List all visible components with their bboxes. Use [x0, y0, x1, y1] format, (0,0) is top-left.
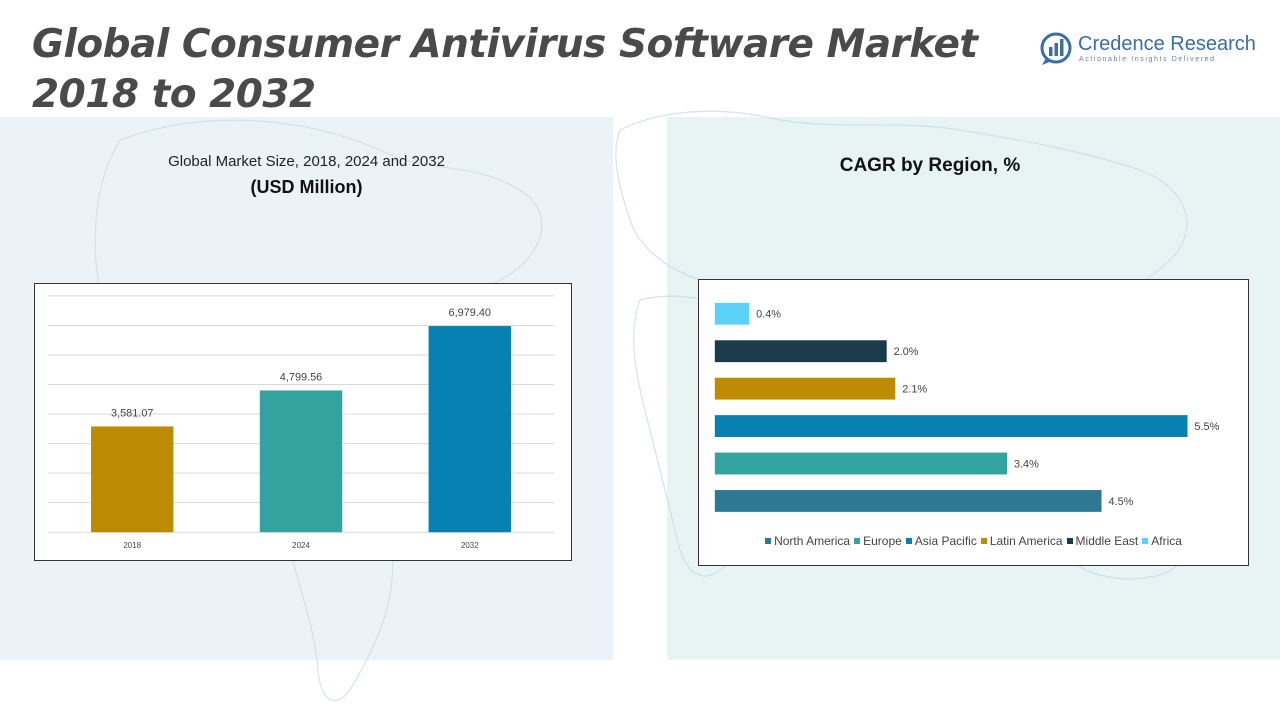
market-size-chart-svg: 3,581.07 2018 4,799.56 2024 6,979.40 2032 — [47, 295, 555, 550]
legend-item-asia-pacific: Asia Pacific — [905, 534, 977, 548]
bar-2018 — [91, 426, 174, 533]
legend-swatch-africa — [1142, 537, 1149, 544]
cagr-chart-svg: 0.4% 2.0% 2.1% 5.5% 3.4% 4.5% — [714, 302, 1220, 512]
data-label-latin-america: 2.1% — [902, 384, 927, 396]
page-title-line1: Global Consumer Antivirus Software Marke… — [32, 22, 978, 67]
legend-item-middle-east: Middle East — [1066, 534, 1139, 548]
bar-2024 — [259, 390, 343, 533]
legend-swatch-middle-east — [1066, 537, 1073, 544]
data-label-2024: 4,799.56 — [280, 372, 322, 384]
bar-north-america — [714, 490, 1102, 512]
data-label-middle-east: 2.0% — [894, 346, 919, 358]
cagr-chart: 0.4% 2.0% 2.1% 5.5% 3.4% 4.5% North America Eu… — [698, 279, 1249, 566]
legend-label-asia-pacific: Asia Pacific — [914, 534, 977, 548]
legend-item-latin-america: Latin America — [980, 534, 1063, 548]
legend-label-latin-america: Latin America — [989, 534, 1063, 548]
bar-latin-america — [714, 377, 896, 400]
data-label-2032: 6,979.40 — [449, 307, 491, 319]
x-tick-label-2032: 2032 — [461, 541, 479, 550]
legend-swatch-europe — [854, 537, 861, 544]
logo-name: Credence Research — [1078, 33, 1256, 55]
legend-label-middle-east: Middle East — [1075, 534, 1139, 548]
market-size-unit-label: (USD Million) — [250, 177, 363, 197]
legend-swatch-north-america — [765, 537, 772, 544]
bar-middle-east — [714, 340, 887, 363]
page-title: Global Consumer Antivirus Software Marke… — [32, 20, 978, 120]
credence-research-logo: Credence Research Actionable Insights De… — [1040, 32, 1260, 72]
bar-2032 — [428, 326, 511, 533]
x-tick-label-2018: 2018 — [123, 541, 141, 550]
market-size-subtitle: Global Market Size, 2018, 2024 and 2032 — [168, 153, 445, 170]
market-size-chart: 3,581.07 2018 4,799.56 2024 6,979.40 2032 — [34, 283, 572, 561]
data-label-europe: 3.4% — [1014, 458, 1039, 470]
page-title-line2: 2018 to 2032 — [32, 72, 316, 117]
data-label-north-america: 4.5% — [1109, 496, 1134, 508]
legend-label-europe: Europe — [863, 534, 902, 548]
cagr-title: CAGR by Region, % — [839, 155, 1021, 176]
legend-item-europe: Europe — [854, 534, 902, 548]
legend-item-africa: Africa — [1142, 534, 1182, 548]
legend-swatch-asia-pacific — [905, 537, 912, 544]
cagr-legend: North America Europe Asia Pacific Latin Ame… — [699, 534, 1248, 548]
legend-label-north-america: North America — [774, 534, 851, 548]
logo-tagline: Actionable Insights Delivered — [1079, 56, 1216, 63]
bar-europe — [714, 452, 1008, 475]
data-label-asia-pacific: 5.5% — [1194, 421, 1219, 433]
legend-label-africa: Africa — [1151, 534, 1182, 548]
legend-item-north-america: North America — [765, 534, 850, 548]
x-tick-label-2024: 2024 — [292, 541, 310, 550]
legend-swatch-latin-america — [980, 537, 987, 544]
data-label-africa: 0.4% — [756, 309, 781, 321]
data-label-2018: 3,581.07 — [111, 408, 153, 420]
bar-africa — [714, 302, 750, 325]
bar-asia-pacific — [714, 415, 1188, 437]
bar-chart-logo-icon — [1040, 32, 1072, 65]
